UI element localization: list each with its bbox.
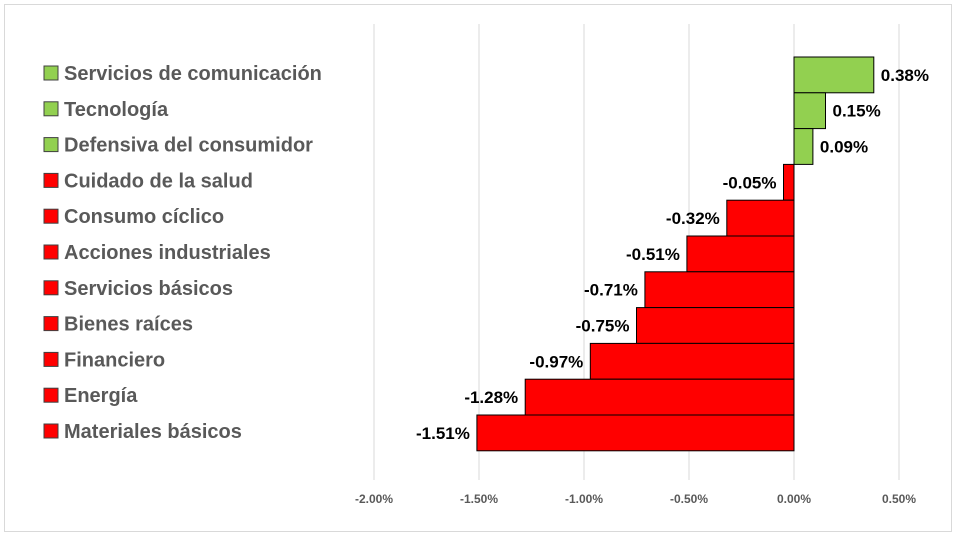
x-axis-tick-labels: -2.00% -1.50% -1.00% -0.50% 0.00% 0.50% xyxy=(355,492,916,506)
legend-label: Acciones industriales xyxy=(64,242,271,264)
data-label: -1.51% xyxy=(416,424,470,443)
data-label: -0.32% xyxy=(666,209,720,228)
legend-label: Consumo cíclico xyxy=(64,206,224,228)
x-tick-label: -1.50% xyxy=(460,492,498,506)
data-label: -0.05% xyxy=(723,173,777,192)
legend-label: Materiales básicos xyxy=(64,421,242,443)
legend-label: Cuidado de la salud xyxy=(64,170,253,192)
data-label: 0.38% xyxy=(881,66,929,85)
legend-swatch xyxy=(43,137,59,153)
legend-swatch xyxy=(43,65,59,81)
data-label: -0.97% xyxy=(529,352,583,371)
bar xyxy=(783,163,795,201)
legend-label: Bienes raíces xyxy=(64,314,193,336)
legend-swatch xyxy=(43,244,59,260)
bar xyxy=(644,271,795,309)
bar xyxy=(589,342,795,380)
bar xyxy=(686,235,795,273)
x-tick-label: -1.00% xyxy=(565,492,603,506)
data-label: 0.15% xyxy=(833,102,881,121)
data-label: -0.51% xyxy=(626,245,680,264)
bars xyxy=(476,56,875,452)
bar xyxy=(793,56,875,94)
data-label: -1.28% xyxy=(464,388,518,407)
legend-swatch xyxy=(43,387,59,403)
category-legend: Servicios de comunicación Tecnología Defen… xyxy=(43,63,322,443)
legend-swatch xyxy=(43,351,59,367)
x-tick-label: 0.50% xyxy=(882,492,916,506)
legend-swatch xyxy=(43,280,59,296)
data-label: 0.09% xyxy=(820,138,868,157)
bar xyxy=(476,414,795,452)
x-tick-label: -0.50% xyxy=(670,492,708,506)
bar xyxy=(793,92,826,130)
x-tick-label: 0.00% xyxy=(777,492,811,506)
value-labels: 0.38%0.15% 0.09% -0.05%-0.32% -0.51% -0.71% -… xyxy=(416,66,929,443)
data-label: -0.71% xyxy=(584,281,638,300)
bar xyxy=(793,128,814,165)
bar xyxy=(524,378,795,416)
legend-swatch xyxy=(43,208,59,224)
legend-label: Energía xyxy=(64,385,138,407)
legend-label: Servicios de comunicación xyxy=(64,63,322,85)
legend-swatch xyxy=(43,423,59,439)
legend-swatch xyxy=(43,316,59,332)
x-tick-label: -2.00% xyxy=(355,492,393,506)
legend-swatch xyxy=(43,172,59,188)
legend-label: Servicios básicos xyxy=(64,278,233,300)
legend-label: Tecnología xyxy=(64,99,169,121)
bar xyxy=(636,307,795,344)
data-label: -0.75% xyxy=(576,317,630,336)
bar xyxy=(726,199,795,237)
legend-label: Financiero xyxy=(64,349,165,371)
legend-label: Defensiva del consumidor xyxy=(64,135,313,157)
legend-swatch xyxy=(43,101,59,117)
